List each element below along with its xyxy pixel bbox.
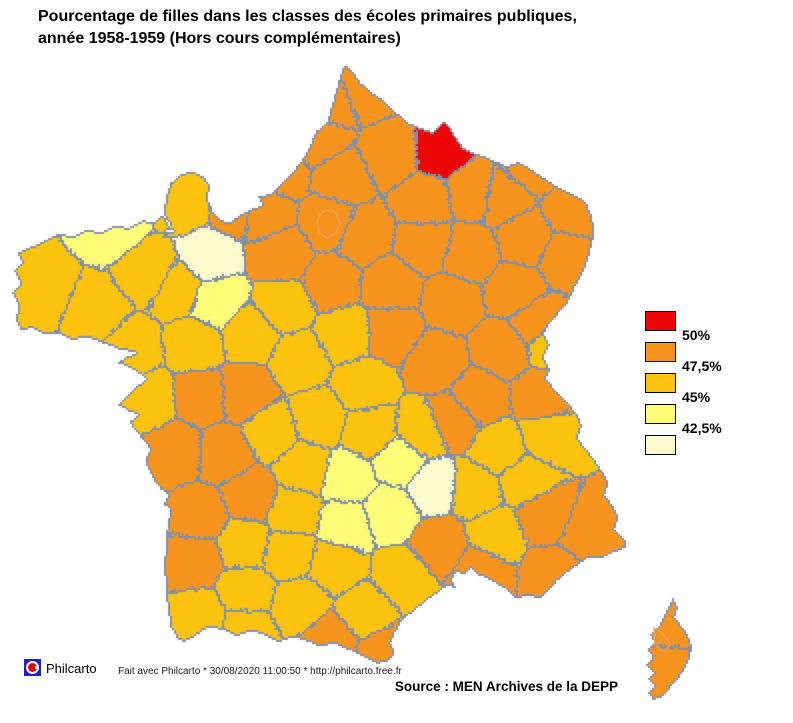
source-line: Source : MEN Archives de la DEPP [394,679,618,694]
legend-label: 50% [682,327,711,343]
legend-swatch [645,342,676,362]
map-legend: 50% 47,5% 45% 42,5% [645,311,793,461]
credit-line: Fait avec Philcarto * 30/08/2020 11:00:5… [118,666,402,677]
legend-label: 45% [682,389,711,405]
legend-label: 47,5% [682,358,722,374]
map-title-line1: Pourcentage de filles dans les classes d… [38,8,577,25]
philcarto-logo-icon [24,659,41,676]
legend-swatch [645,373,676,393]
legend-swatch [645,404,676,424]
map-title-line2: année 1958-1959 (Hors cours complémentai… [38,30,401,47]
legend-swatch [645,435,676,455]
philcarto-label: Philcarto [46,661,97,676]
legend-swatch [645,311,676,331]
legend-label: 42,5% [682,420,722,436]
map-title: Pourcentage de filles dans les classes d… [38,6,577,50]
